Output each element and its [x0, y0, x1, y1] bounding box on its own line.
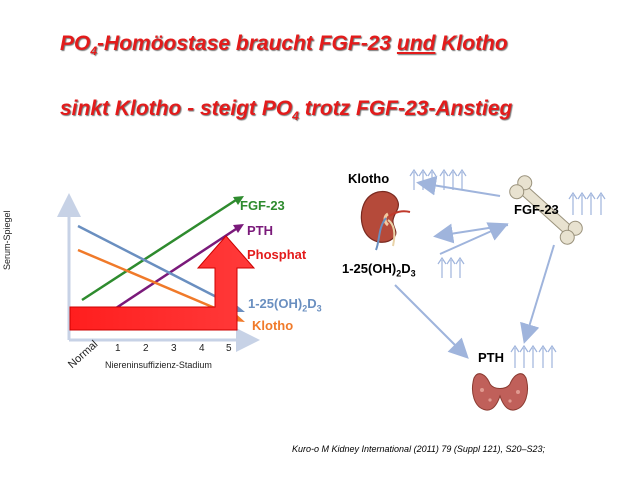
x-tick-2: 2	[143, 343, 149, 354]
legend-phosphat: Phosphat	[247, 247, 307, 262]
x-tick-1: 1	[115, 343, 121, 354]
title-line-1: PO4-Homöostase braucht FGF-23 und Klotho	[60, 32, 508, 59]
arrow-fgf23-to-pth	[520, 244, 555, 344]
citation: Kuro-o M Kidney International (2011) 79 …	[292, 444, 545, 454]
legend-fgf23: FGF-23	[240, 198, 285, 213]
legend-pth: PTH	[247, 223, 273, 238]
series-line-pth	[109, 227, 237, 314]
series-line-vitd	[77, 224, 237, 309]
node-label-fgf23: FGF-23	[514, 202, 559, 217]
x-tick-5: 5	[226, 343, 232, 354]
up-arrows-fgf23	[568, 191, 606, 215]
series-arrow-phosphat	[69, 235, 256, 331]
parathyroid-icon	[472, 373, 528, 411]
title-line-2: sinkt Klotho - steigt PO4 trotz FGF-23-A…	[60, 97, 513, 124]
x-axis-label: Niereninsuffizienz-Stadium	[105, 360, 212, 370]
kidney-icon	[360, 190, 411, 251]
x-tick-4: 4	[199, 343, 205, 354]
x-tick-3: 3	[171, 343, 177, 354]
arrow-vitd-to-pth	[394, 284, 469, 359]
series-line-fgf23	[81, 198, 237, 302]
up-arrows-vitd	[437, 256, 465, 278]
arrow-fgf23-to-klotho	[416, 175, 501, 197]
node-label-pth: PTH	[478, 350, 504, 365]
node-label-klotho: Klotho	[348, 171, 390, 186]
fgf23-arrowhead	[233, 196, 244, 205]
series-line-klotho	[77, 248, 237, 319]
pth-arrowhead	[233, 224, 244, 233]
y-axis-label: Serum-Spiegel	[2, 210, 12, 270]
node-label-vitd: 1-25(OH)2D3	[342, 261, 416, 279]
up-arrows-pth	[510, 344, 557, 368]
up-arrows-klotho	[409, 168, 467, 190]
legend-klotho: Klotho	[252, 318, 294, 333]
legend-vitd: 1-25(OH)2D3	[248, 296, 322, 314]
bone-icon	[509, 175, 583, 245]
arrow-vitd-to-fgf23	[439, 222, 509, 255]
arrow-fgf23-to-kidney	[433, 223, 509, 244]
